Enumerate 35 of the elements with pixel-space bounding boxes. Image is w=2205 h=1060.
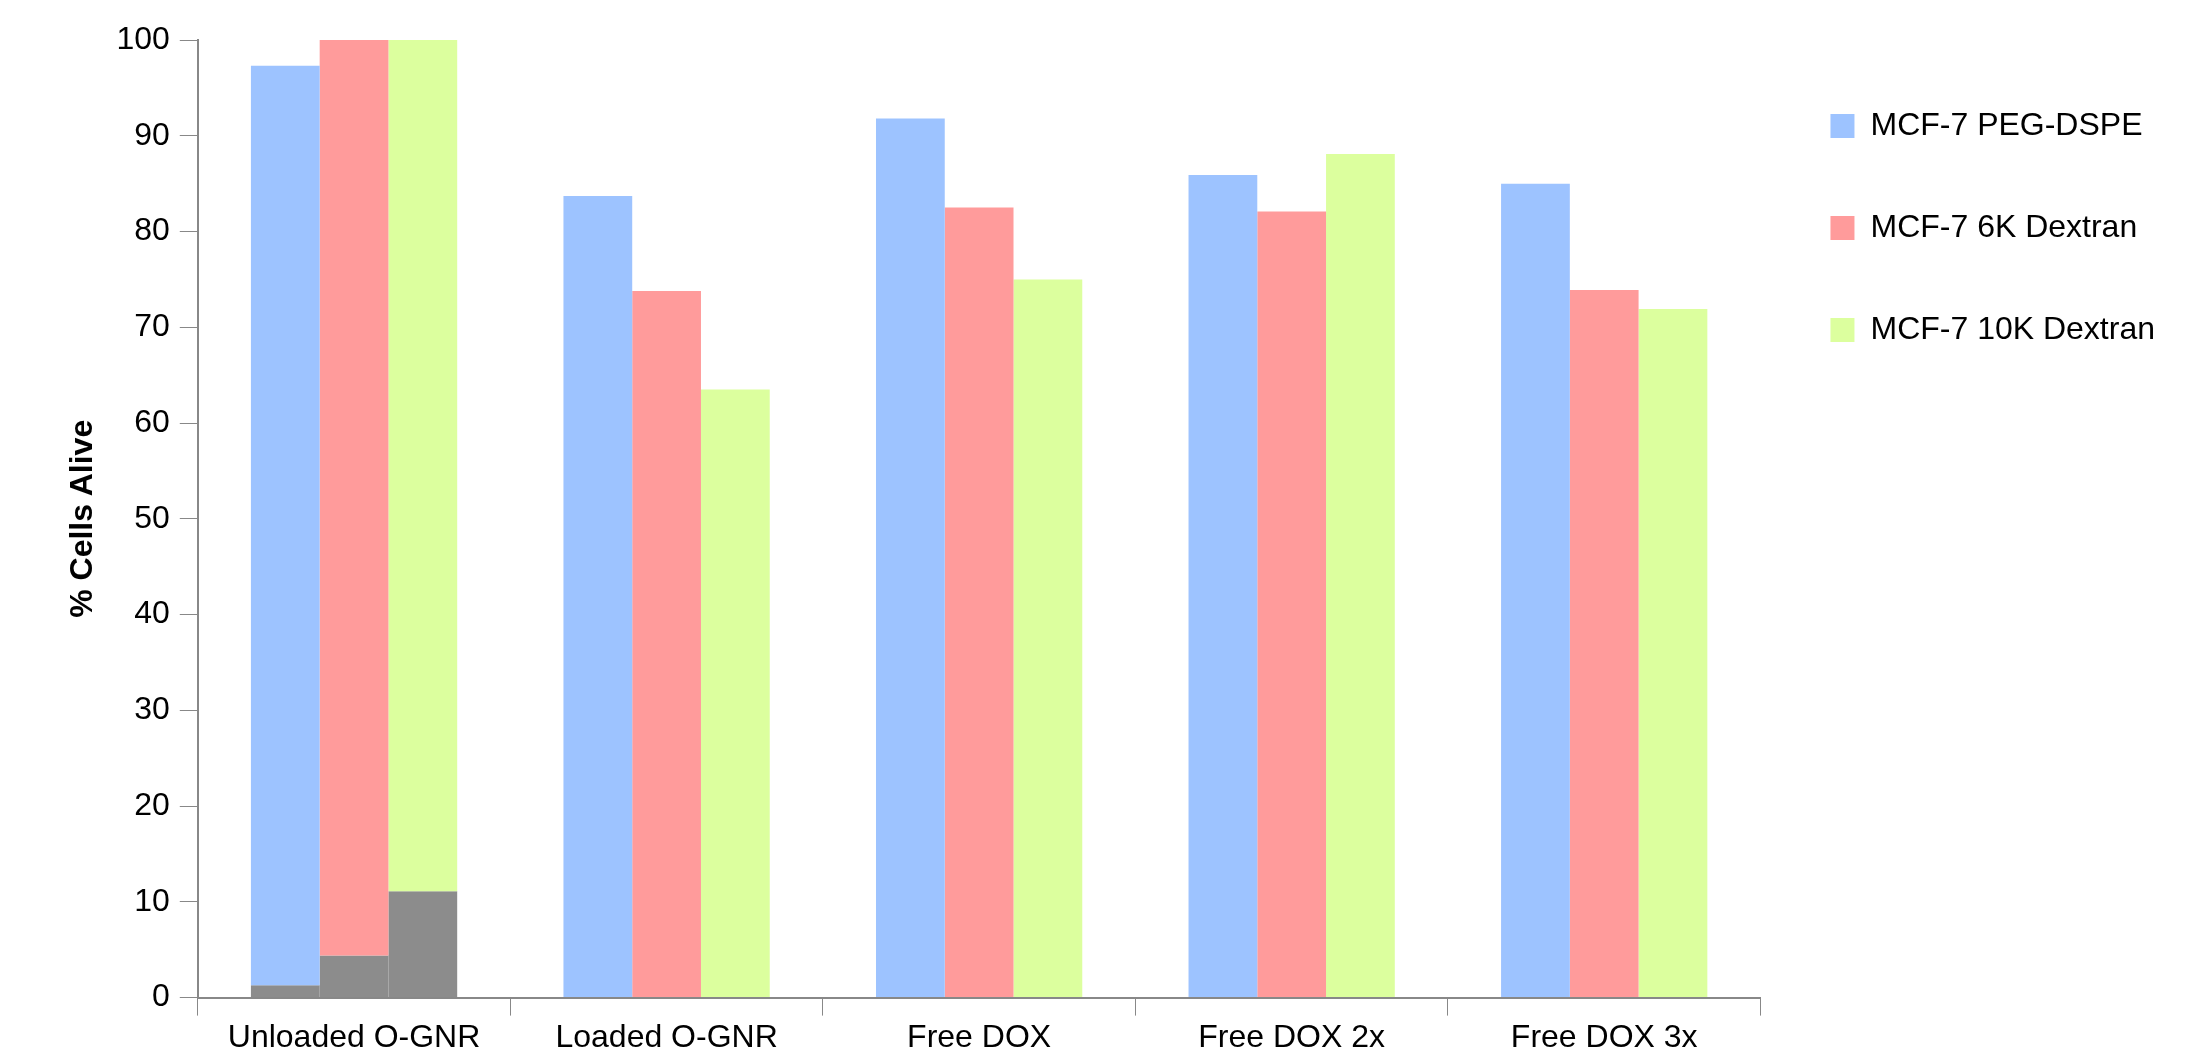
y-tick-label: 20: [134, 785, 170, 822]
y-tick-label: 10: [134, 881, 170, 918]
bar: [1013, 279, 1083, 998]
bar: [250, 65, 320, 986]
bar: [1569, 289, 1639, 998]
y-tick-label: 100: [116, 19, 170, 56]
bar: [632, 290, 701, 998]
y-tick-label: 0: [151, 977, 170, 1014]
x-tick-label: Free DOX 2x: [1198, 1017, 1386, 1054]
bar: [1257, 211, 1327, 998]
bar: [875, 118, 945, 998]
bar: [944, 207, 1014, 998]
y-tick-label: 70: [134, 307, 170, 344]
bar: [319, 40, 389, 956]
y-axis-title: % Cells Alive: [63, 419, 100, 618]
x-tick-label: Free DOX 3x: [1510, 1017, 1698, 1054]
legend-label: MCF-7 PEG-DSPE: [1870, 105, 2143, 142]
bar: [1188, 175, 1258, 998]
x-tick-label: Loaded O-GNR: [555, 1017, 778, 1054]
x-tick-label: Free DOX: [907, 1017, 1052, 1054]
y-tick-label: 50: [134, 498, 170, 535]
legend-label: MCF-7 6K Dextran: [1870, 207, 2138, 244]
bar: [1326, 153, 1395, 998]
bar: [700, 389, 770, 998]
y-tick-label: 30: [134, 690, 170, 727]
x-tick-label: Unloaded O-GNR: [227, 1017, 481, 1054]
y-tick-label: 90: [134, 115, 170, 152]
legend-label: MCF-7 10K Dextran: [1870, 309, 2155, 346]
y-tick-label: 60: [134, 402, 170, 439]
y-tick-label: 80: [134, 211, 170, 248]
bar: [563, 196, 633, 998]
y-tick-label: 40: [134, 594, 170, 631]
bar: [1638, 309, 1708, 998]
bar: [1501, 183, 1570, 998]
bar: [388, 40, 458, 892]
